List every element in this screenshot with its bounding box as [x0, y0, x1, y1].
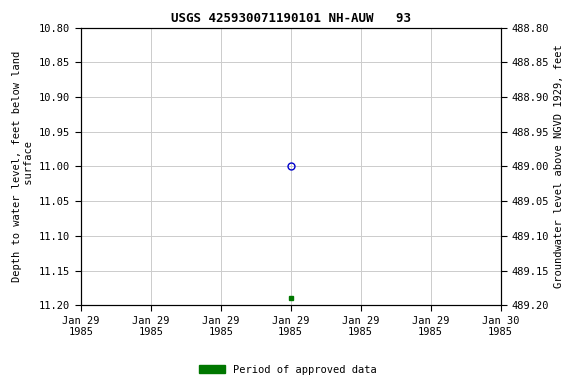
Legend: Period of approved data: Period of approved data — [195, 361, 381, 379]
Title: USGS 425930071190101 NH-AUW   93: USGS 425930071190101 NH-AUW 93 — [170, 12, 411, 25]
Y-axis label: Groundwater level above NGVD 1929, feet: Groundwater level above NGVD 1929, feet — [554, 45, 564, 288]
Y-axis label: Depth to water level, feet below land
 surface: Depth to water level, feet below land su… — [12, 51, 33, 282]
